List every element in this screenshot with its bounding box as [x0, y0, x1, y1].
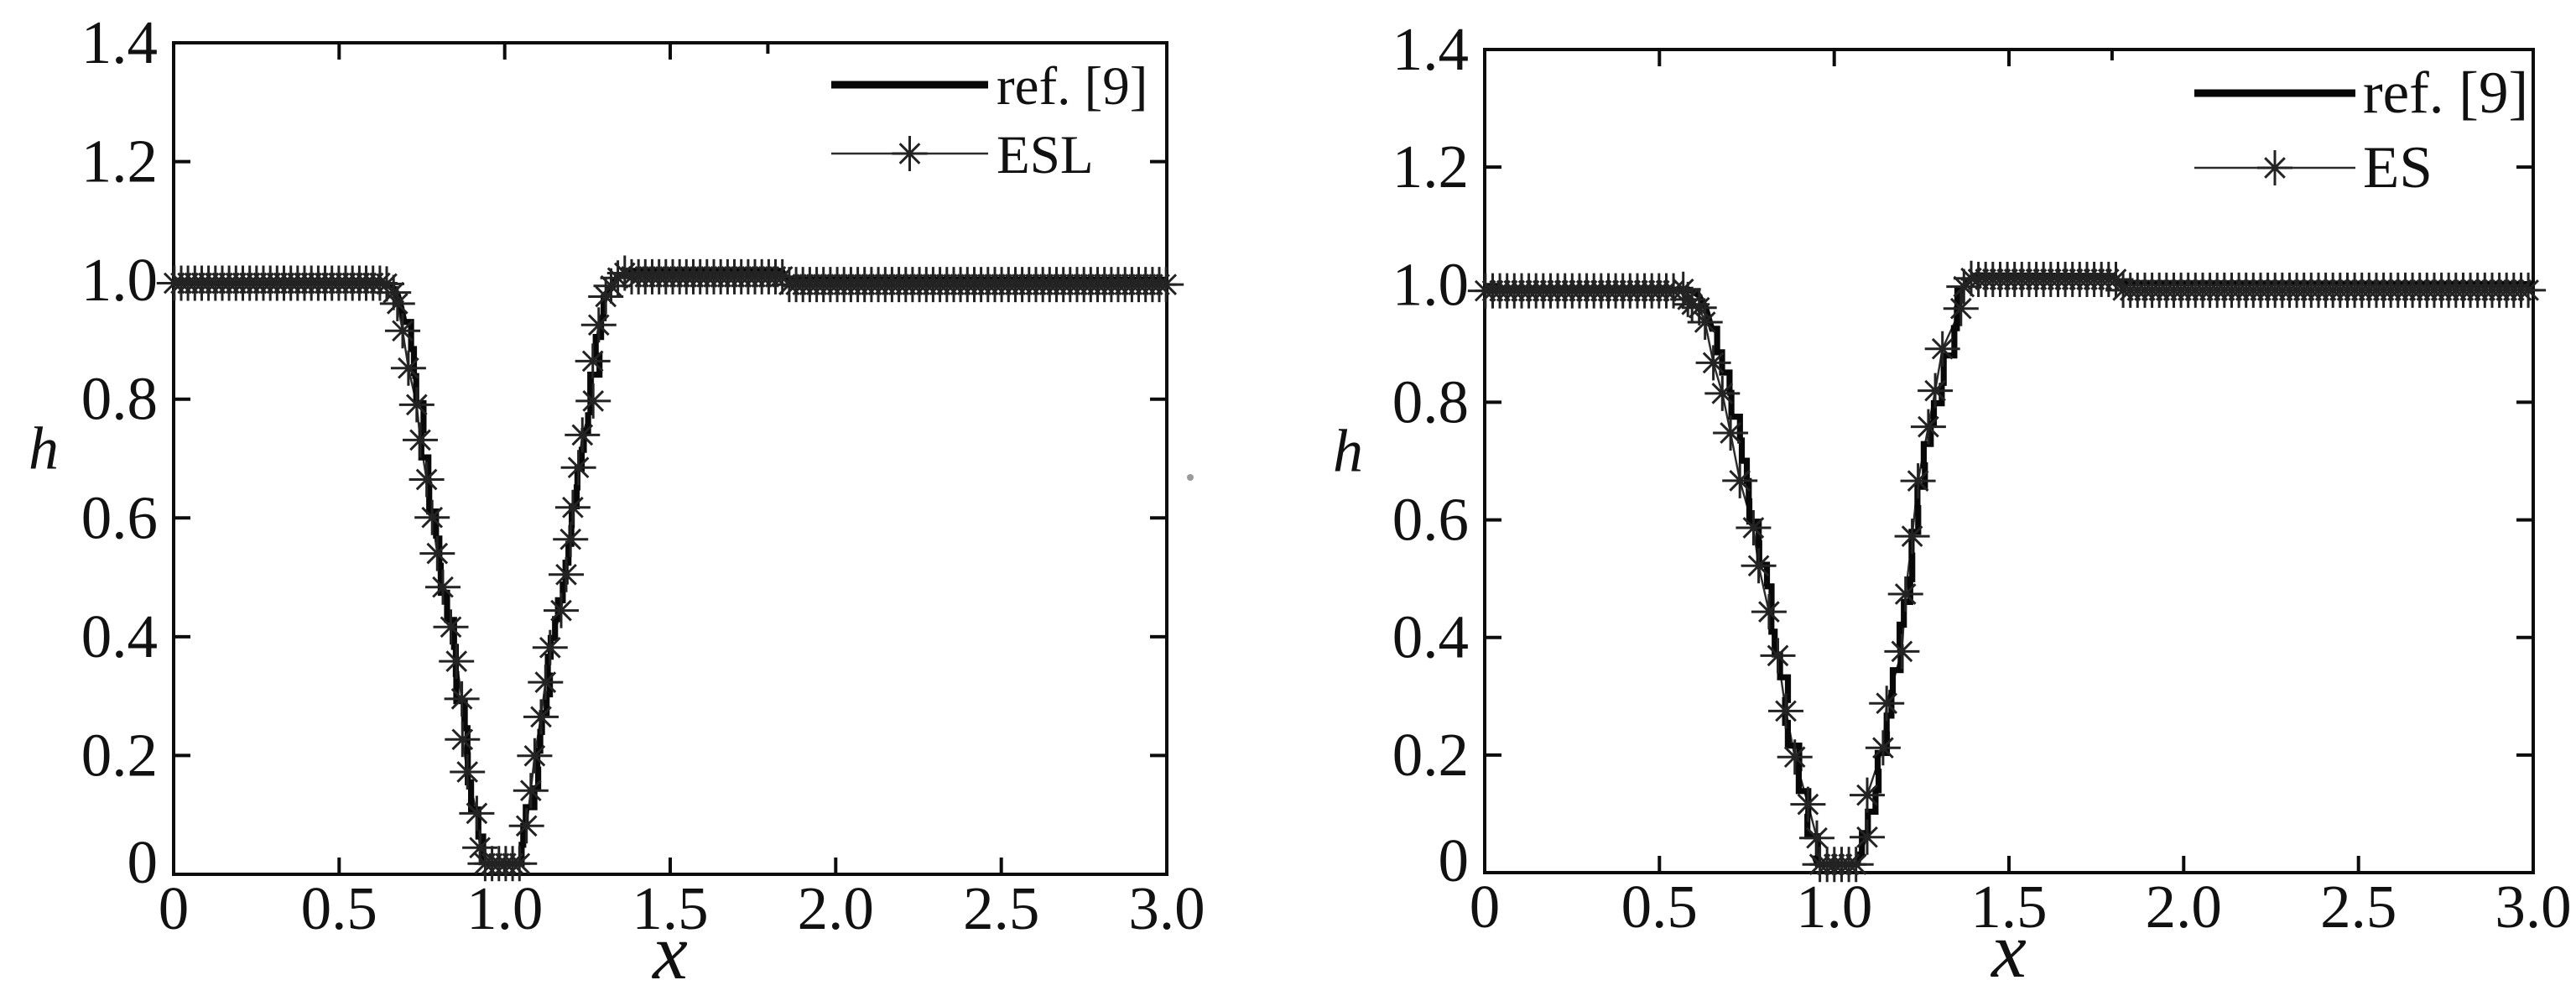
- svg-text:0.8: 0.8: [81, 365, 158, 433]
- svg-text:0.4: 0.4: [1392, 603, 1469, 671]
- svg-text:0.6: 0.6: [81, 483, 158, 551]
- svg-text:ref. [9]: ref. [9]: [997, 56, 1147, 117]
- svg-text:0.2: 0.2: [1392, 721, 1469, 789]
- svg-text:1.0: 1.0: [1796, 873, 1872, 941]
- svg-text:x: x: [651, 909, 688, 996]
- svg-text:ref. [9]: ref. [9]: [2363, 60, 2528, 126]
- svg-text:2.0: 2.0: [2146, 873, 2222, 941]
- svg-text:1.4: 1.4: [81, 8, 158, 76]
- svg-text:1.0: 1.0: [466, 874, 543, 942]
- svg-text:3.0: 3.0: [2495, 873, 2571, 941]
- svg-text:0: 0: [127, 828, 159, 896]
- svg-text:ES: ES: [2363, 135, 2433, 201]
- svg-text:0.5: 0.5: [301, 874, 377, 942]
- svg-text:0: 0: [1439, 826, 1470, 894]
- svg-text:h: h: [29, 415, 59, 482]
- svg-text:0: 0: [1470, 873, 1501, 941]
- svg-text:1.2: 1.2: [1392, 133, 1469, 201]
- svg-text:0.8: 0.8: [1392, 368, 1469, 435]
- svg-text:ESL: ESL: [997, 125, 1094, 185]
- svg-text:0.6: 0.6: [1392, 486, 1469, 554]
- svg-text:2.0: 2.0: [798, 874, 874, 942]
- svg-text:1.5: 1.5: [632, 874, 708, 942]
- svg-text:x: x: [1990, 907, 2027, 994]
- svg-text:0.4: 0.4: [81, 602, 158, 670]
- svg-text:0.2: 0.2: [81, 721, 158, 789]
- svg-text:h: h: [1333, 418, 1363, 485]
- svg-text:1.0: 1.0: [1392, 250, 1469, 318]
- svg-text:2.5: 2.5: [2320, 873, 2396, 941]
- svg-text:0: 0: [159, 874, 190, 942]
- svg-text:1.4: 1.4: [1392, 15, 1469, 83]
- svg-text:0.5: 0.5: [1621, 873, 1698, 941]
- svg-text:1.2: 1.2: [81, 128, 158, 196]
- svg-text:3.0: 3.0: [1128, 874, 1205, 942]
- svg-text:2.5: 2.5: [963, 874, 1039, 942]
- svg-text:1.0: 1.0: [81, 246, 158, 314]
- svg-text:1.5: 1.5: [1970, 873, 2047, 941]
